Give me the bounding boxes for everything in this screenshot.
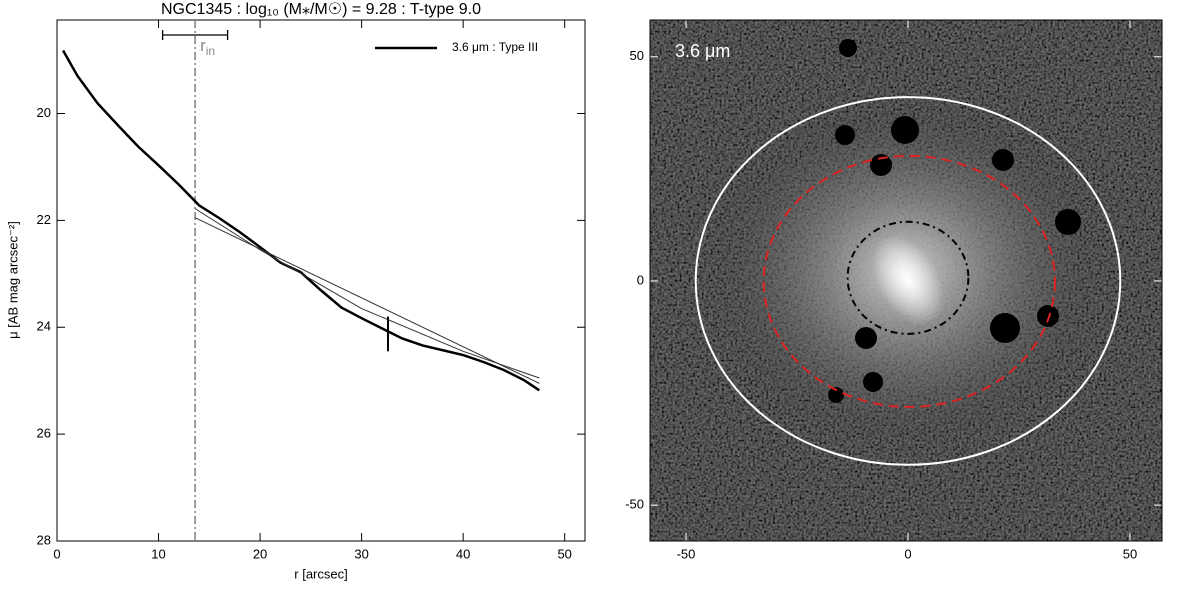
y-tick-label: 28	[37, 532, 51, 547]
profile-line	[62, 49, 541, 392]
fit-line	[194, 208, 540, 379]
y-tick-label: 26	[37, 426, 51, 441]
fit-line	[194, 217, 540, 384]
x-tick-label: 50	[557, 546, 571, 561]
aperture-ellipse	[762, 154, 1056, 408]
y-tick-label: -50	[625, 497, 644, 512]
legend-label: 3.6 μm : Type III	[452, 40, 538, 54]
image-label: 3.6 μm	[675, 41, 730, 61]
x-tick-label: 30	[354, 546, 368, 561]
y-tick-label: 24	[37, 319, 51, 334]
x-tick-label: 40	[456, 546, 470, 561]
y-axis-label: μ [AB mag arcsec⁻²]	[5, 221, 20, 339]
y-tick-label: 22	[37, 212, 51, 227]
x-tick-label: 50	[1123, 546, 1137, 561]
masks	[828, 39, 1081, 403]
galaxy-core	[871, 234, 945, 326]
plot-frame	[56, 19, 586, 542]
y-tick-label: 20	[37, 105, 51, 120]
r-in-label: rin	[200, 36, 215, 58]
x-tick-label: 0	[904, 546, 911, 561]
x-tick-label: -50	[677, 546, 696, 561]
y-tick-label: 0	[637, 272, 644, 287]
y-tick-label: 50	[630, 48, 644, 63]
plot-frame	[649, 19, 1163, 542]
chart-title: NGC1345 : log₁₀ (M⁎/M☉) = 9.28 : T-type …	[161, 1, 481, 18]
error-band	[59, 48, 542, 394]
r-in-bracket	[161, 30, 229, 40]
x-axis-label: r [arcsec]	[294, 566, 347, 581]
aperture-ellipse	[846, 220, 970, 335]
r-in-text: r	[200, 36, 206, 55]
x-tick-label: 0	[53, 546, 60, 561]
r-in-subscript: in	[206, 44, 215, 58]
aperture-ellipse	[694, 96, 1122, 466]
x-tick-label: 20	[253, 546, 267, 561]
x-tick-label: 10	[151, 546, 165, 561]
image-layer	[650, 20, 1162, 541]
